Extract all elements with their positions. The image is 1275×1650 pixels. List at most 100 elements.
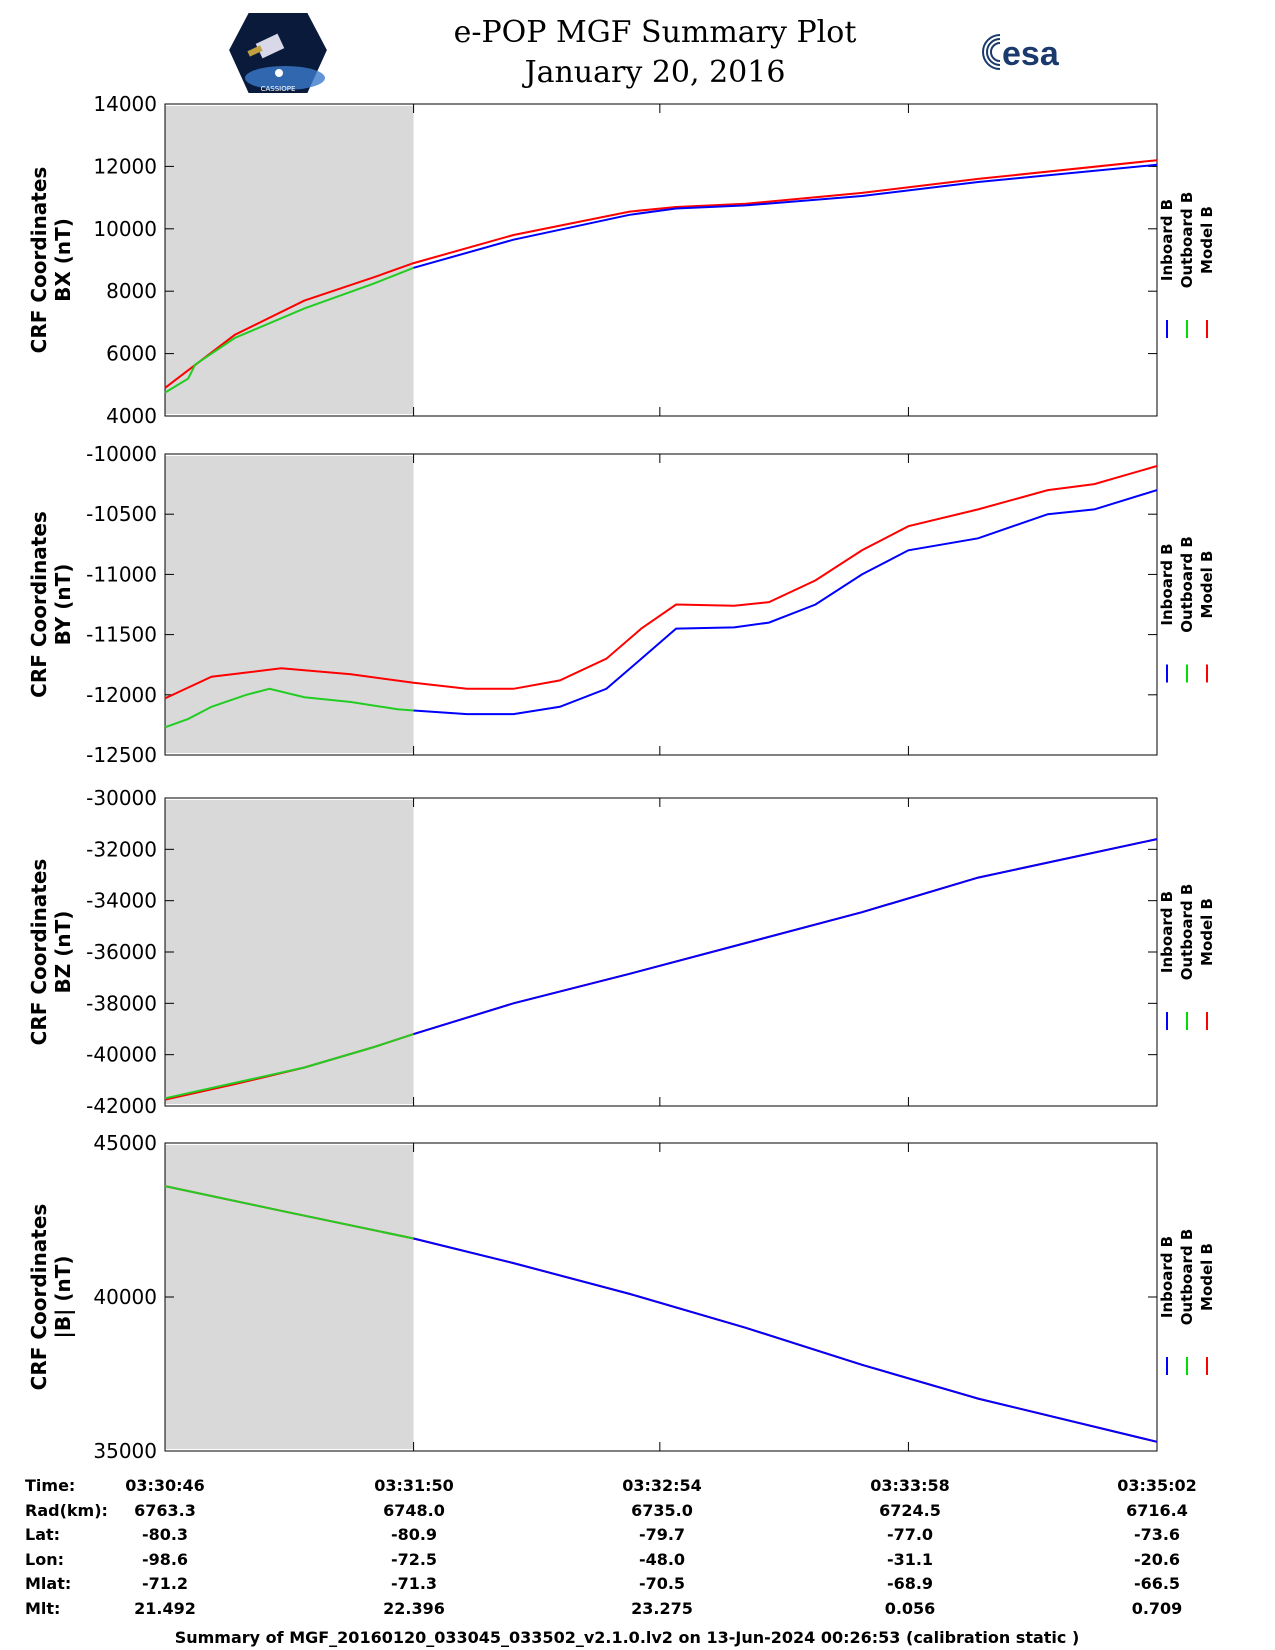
panel-bz: -42000 -40000 -38000 -36000 -34000 -32000 -300… [27,786,1216,1118]
series-line-inboard [413,163,1158,269]
legend-label-inboard: Inboard B [1158,891,1176,973]
table-row-label: Rad(km): [25,1501,108,1520]
y-tick-label: -38000 [86,991,157,1015]
series-line-model [164,465,1158,700]
figure-date: January 20, 2016 [522,55,786,90]
table-cell: 6735.0 [631,1501,693,1520]
legend-label-inboard: Inboard B [1158,199,1176,281]
y-tick-label: 12000 [93,154,157,178]
panel-by: -12500 -12000 -11500 -11000 -10500 -10000 CRF … [27,442,1216,767]
y-tick-label: 45000 [93,1131,157,1155]
series-line-inboard [413,489,1158,716]
table-cell: -20.6 [1134,1550,1180,1569]
y-axis-label-line2: BY (nT) [51,564,75,646]
footer-summary: Summary of MGF_20160120_033045_033502_v2… [175,1628,1080,1647]
y-tick-label: 14000 [93,92,157,116]
table-cell: -98.6 [142,1550,188,1569]
legend: Inboard B Outboard B Model B [1158,536,1216,683]
table-cell: -71.3 [391,1574,437,1593]
legend-label-inboard: Inboard B [1158,543,1176,625]
table-cell: 22.396 [383,1599,445,1618]
y-tick-label: -12500 [86,743,157,767]
table-cell: -80.3 [142,1525,188,1544]
table-cell: 6724.5 [879,1501,941,1520]
series-line-outboard [164,266,414,394]
legend: Inboard B Outboard B Model B [1158,1229,1216,1375]
y-tick-label: -34000 [86,889,157,913]
y-tick-label: 10000 [93,217,157,241]
table-cell: -66.5 [1134,1574,1180,1593]
table-cell: 03:30:46 [125,1476,205,1495]
y-axis-label-line1: CRF Coordinates [27,511,51,698]
legend: Inboard B Outboard B Model B [1158,192,1216,338]
y-tick-label: -11000 [86,562,157,586]
table-cell: 03:33:58 [870,1476,950,1495]
y-tick-label: 4000 [106,404,157,428]
y-tick-label: -10500 [86,502,157,526]
y-tick-label: -30000 [86,786,157,810]
y-tick-label: 40000 [93,1285,157,1309]
table-cell: -72.5 [391,1550,437,1569]
y-tick-label: 8000 [106,279,157,303]
plot-panels: 4000 6000 8000 10000 12000 14000 CRF Coordinat… [27,92,1216,1463]
table-cell: 0.056 [885,1599,936,1618]
table-cell: 6763.3 [134,1501,196,1520]
series-line-inboard [413,1237,1158,1443]
cassiope-logo-text: CASSIOPE [261,85,296,93]
legend-label-outboard: Outboard B [1178,536,1196,633]
esa-logo-text: esa [1002,35,1060,73]
table-row-label: Mlt: [25,1599,60,1618]
table-cell: -31.1 [887,1550,933,1569]
figure-title: e-POP MGF Summary Plot [454,15,857,50]
legend-label-outboard: Outboard B [1178,192,1196,289]
legend: Inboard B Outboard B Model B [1158,884,1216,1030]
table-cell: -79.7 [639,1525,685,1544]
table-row-label: Lat: [25,1525,60,1544]
legend-label-inboard: Inboard B [1158,1236,1176,1318]
panel-btotal: 35000 40000 45000 CRF Coordinates |B| (nT) In… [27,1131,1216,1463]
table-cell: 6716.4 [1126,1501,1188,1520]
plot-frame [164,453,1158,756]
y-tick-label: 6000 [106,342,157,366]
legend-label-model: Model B [1198,551,1216,619]
y-axis-label-line2: |B| (nT) [51,1256,75,1339]
table-cell: 03:35:02 [1117,1476,1197,1495]
y-axis-label-line1: CRF Coordinates [27,1204,51,1391]
esa-logo: esa [982,33,1060,73]
table-cell: -73.6 [1134,1525,1180,1544]
y-tick-label: -32000 [86,837,157,861]
table-row-label: Lon: [25,1550,64,1569]
table-cell: -77.0 [887,1525,933,1544]
shaded-region [165,1145,414,1449]
y-tick-label: 35000 [93,1439,157,1463]
table-row-label: Time: [25,1476,75,1495]
y-tick-label: -12000 [86,683,157,707]
table-cell: -48.0 [639,1550,685,1569]
series-line-inboard [413,838,1158,1036]
panel-bx: 4000 6000 8000 10000 12000 14000 CRF Coordinat… [27,92,1216,428]
y-tick-label: -10000 [86,442,157,466]
table-cell: -80.9 [391,1525,437,1544]
legend-label-outboard: Outboard B [1178,884,1196,981]
shaded-region [165,106,414,414]
y-tick-label: -11500 [86,623,157,647]
y-axis-label-line2: BX (nT) [51,218,75,302]
table-cell: -71.2 [142,1574,188,1593]
shaded-region [165,800,414,1104]
y-axis-label-line1: CRF Coordinates [27,859,51,1046]
table-cell: 03:31:50 [374,1476,454,1495]
plot-frame [164,103,1158,417]
table-cell: 03:32:54 [622,1476,702,1495]
y-tick-label: -40000 [86,1043,157,1067]
series-line-outboard [164,687,414,729]
legend-label-model: Model B [1198,206,1216,274]
table-row-label: Mlat: [25,1574,71,1593]
series-line-outboard [164,1033,414,1100]
y-tick-label: -36000 [86,940,157,964]
series-line-outboard [164,1185,414,1240]
series-line-model [164,159,1158,389]
cassiope-logo: CASSIOPE [226,11,330,95]
shaded-region [165,456,414,753]
legend-label-outboard: Outboard B [1178,1229,1196,1326]
